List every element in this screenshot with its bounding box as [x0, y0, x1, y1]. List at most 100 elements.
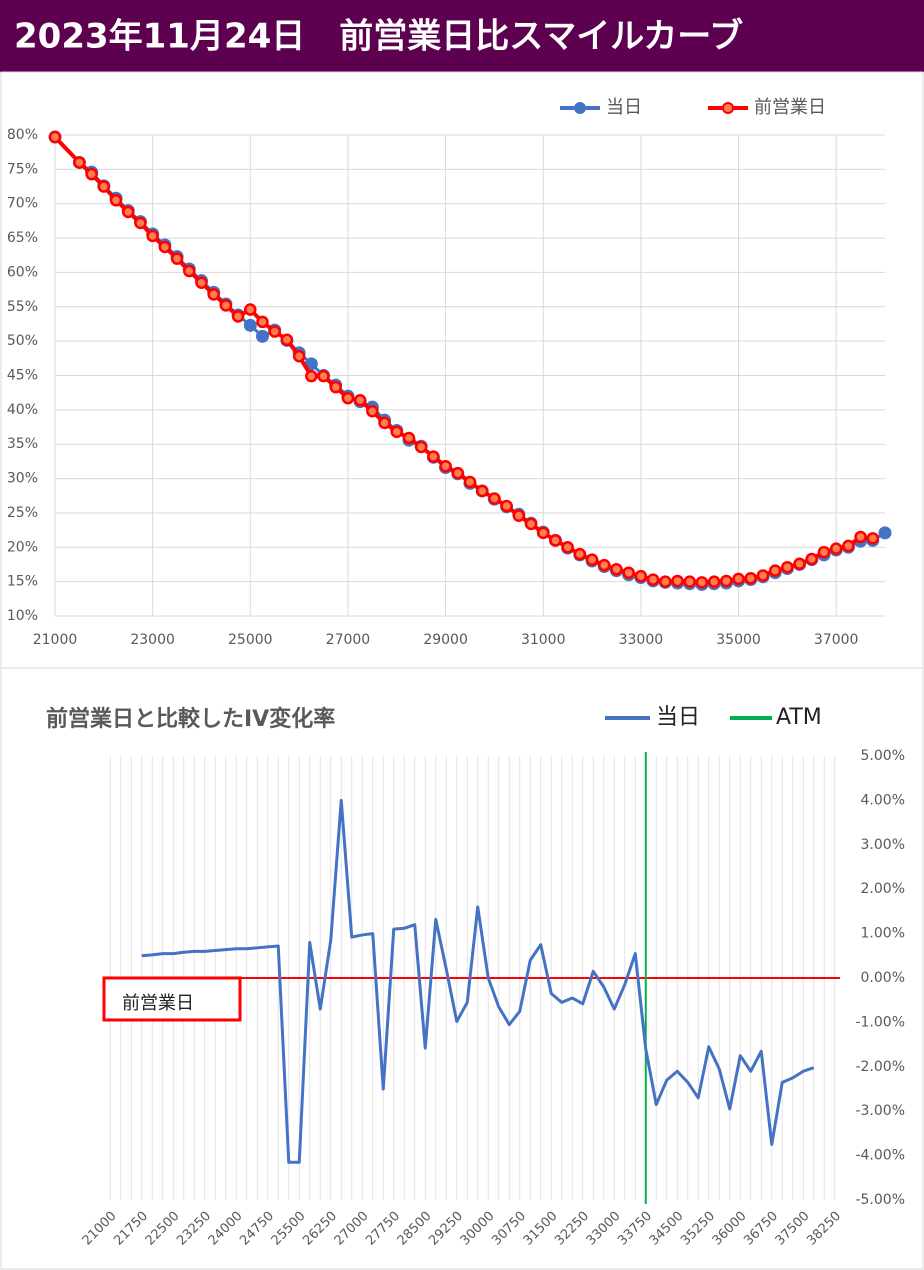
y-tick-label: -3.00%: [855, 1103, 905, 1119]
marker: [48, 130, 62, 144]
x-tick-label: 28500: [395, 1209, 435, 1249]
x-tick-label: 37500: [773, 1209, 813, 1249]
marker: [329, 380, 342, 394]
x-tick-label: 25000: [228, 632, 273, 648]
marker: [231, 310, 245, 323]
legend-label: 当日: [606, 97, 642, 118]
marker: [854, 530, 867, 544]
marker: [341, 391, 355, 405]
y-tick-label: 4.00%: [861, 792, 905, 808]
y-tick-label: 20%: [7, 539, 38, 555]
marker: [683, 575, 696, 588]
y-tick-label: 10%: [7, 608, 38, 624]
marker: [732, 572, 745, 586]
x-tick-label: 27750: [363, 1209, 403, 1249]
marker: [243, 318, 257, 332]
x-tick-label: 33000: [619, 632, 664, 648]
x-tick-label: 25500: [269, 1209, 309, 1249]
marker: [878, 526, 892, 540]
marker: [280, 333, 294, 347]
marker: [305, 369, 318, 383]
x-tick-label: 21000: [80, 1209, 120, 1249]
marker: [219, 299, 233, 312]
marker: [598, 558, 611, 572]
x-tick-label: 32250: [552, 1209, 592, 1249]
x-tick-label: 27000: [326, 632, 371, 648]
marker: [170, 252, 184, 265]
marker: [549, 534, 562, 547]
x-tick-label: 24750: [237, 1209, 277, 1249]
marker: [500, 499, 513, 513]
marker: [781, 560, 794, 574]
y-tick-label: 5.00%: [861, 748, 905, 764]
marker: [512, 509, 526, 522]
x-tick-label: 31000: [521, 632, 566, 648]
marker: [256, 329, 269, 343]
y-tick-label: 50%: [7, 333, 38, 349]
marker: [768, 564, 782, 577]
legend-label: 前営業日: [754, 97, 826, 118]
y-tick-label: 40%: [7, 402, 38, 418]
marker: [659, 575, 672, 588]
y-tick-label: 3.00%: [861, 837, 905, 853]
series-line: [141, 798, 815, 1164]
marker: [134, 216, 147, 230]
marker: [536, 526, 550, 540]
x-tick-label: 34500: [647, 1209, 687, 1249]
header-title: 2023年11月24日 前営業日比スマイルカーブ: [14, 17, 743, 57]
x-tick-label: 22500: [143, 1209, 183, 1249]
y-tick-label: 65%: [7, 230, 38, 246]
marker: [390, 425, 404, 439]
y-tick-label: 2.00%: [861, 881, 905, 897]
y-tick-label: -2.00%: [855, 1059, 905, 1075]
marker: [634, 569, 648, 583]
marker: [842, 539, 855, 553]
marker: [475, 484, 489, 498]
y-tick-label: -1.00%: [855, 1014, 905, 1030]
chart-title: 前営業日と比較したIV変化率: [46, 706, 335, 732]
marker: [146, 229, 159, 243]
x-tick-label: 23250: [174, 1209, 214, 1249]
marker: [97, 180, 111, 193]
x-tick-label: 36750: [741, 1209, 781, 1249]
marker: [244, 303, 257, 316]
y-tick-label: 55%: [7, 299, 38, 315]
marker: [158, 240, 172, 254]
x-tick-label: 35250: [678, 1209, 718, 1249]
marker: [610, 563, 623, 576]
y-tick-label: 35%: [7, 436, 38, 452]
y-tick-label: 30%: [7, 471, 38, 487]
y-tick-label: 15%: [7, 574, 38, 590]
marker: [292, 350, 306, 363]
marker: [378, 416, 391, 430]
marker: [109, 194, 123, 207]
x-tick-label: 36000: [710, 1209, 750, 1249]
marker: [622, 566, 635, 579]
x-tick-label: 30000: [458, 1209, 498, 1249]
x-tick-label: 21000: [33, 632, 78, 648]
marker: [671, 574, 684, 588]
marker: [317, 369, 330, 383]
y-tick-label: 25%: [7, 505, 38, 521]
y-tick-label: 60%: [7, 264, 38, 280]
marker: [561, 541, 574, 554]
marker: [463, 475, 477, 489]
x-tick-label: 33750: [615, 1209, 655, 1249]
marker: [85, 167, 98, 181]
baseline-label: 前営業日: [122, 993, 194, 1014]
x-tick-label: 37000: [814, 632, 859, 648]
marker: [256, 315, 269, 329]
y-tick-label: -5.00%: [855, 1192, 905, 1208]
marker: [207, 288, 220, 301]
header-bar: [0, 0, 924, 72]
y-tick-label: 45%: [7, 368, 38, 384]
x-tick-label: 30750: [489, 1209, 529, 1249]
marker: [73, 156, 86, 169]
marker: [439, 459, 452, 473]
marker: [585, 553, 599, 566]
x-tick-label: 29000: [423, 632, 468, 648]
marker: [268, 325, 281, 338]
marker: [695, 576, 709, 589]
y-tick-label: 75%: [7, 161, 38, 177]
